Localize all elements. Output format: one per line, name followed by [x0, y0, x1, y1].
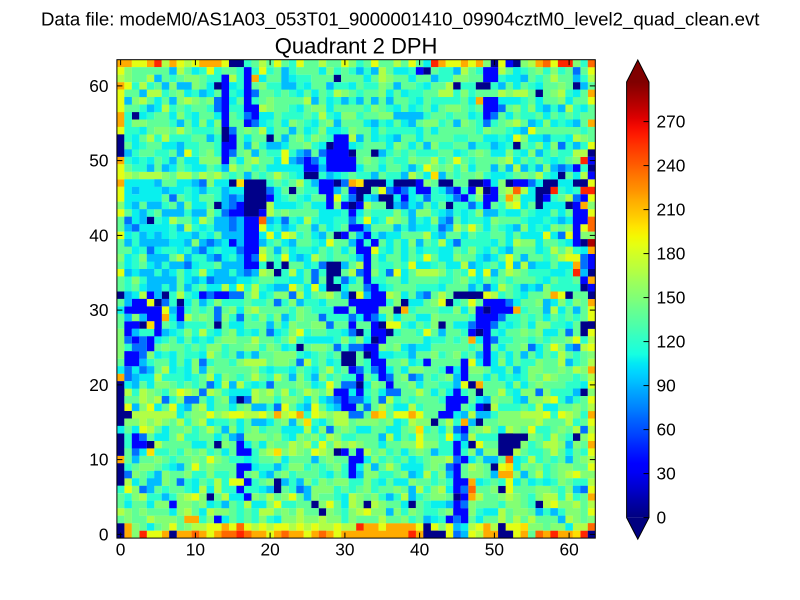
svg-text:Data file: modeM0/AS1A03_053T0: Data file: modeM0/AS1A03_053T01_90000014…	[41, 9, 760, 31]
svg-text:30: 30	[89, 300, 108, 320]
svg-text:10: 10	[186, 540, 205, 560]
svg-text:0: 0	[99, 524, 109, 544]
svg-text:90: 90	[657, 376, 676, 396]
svg-text:150: 150	[657, 288, 686, 308]
svg-text:180: 180	[657, 244, 686, 264]
svg-text:50: 50	[485, 540, 504, 560]
svg-text:60: 60	[559, 540, 578, 560]
svg-text:210: 210	[657, 200, 686, 220]
svg-text:20: 20	[89, 375, 108, 395]
svg-text:60: 60	[657, 420, 676, 440]
svg-text:50: 50	[89, 151, 108, 171]
svg-text:40: 40	[410, 540, 429, 560]
svg-text:10: 10	[89, 450, 108, 470]
svg-text:240: 240	[657, 156, 686, 176]
svg-text:270: 270	[657, 112, 686, 132]
svg-text:0: 0	[657, 508, 667, 528]
svg-text:30: 30	[335, 540, 354, 560]
svg-text:40: 40	[89, 225, 108, 245]
svg-text:Quadrant 2 DPH: Quadrant 2 DPH	[275, 34, 438, 59]
svg-text:0: 0	[116, 540, 126, 560]
svg-text:20: 20	[260, 540, 279, 560]
svg-text:30: 30	[657, 464, 676, 484]
svg-text:60: 60	[89, 76, 108, 96]
svg-text:120: 120	[657, 332, 686, 352]
